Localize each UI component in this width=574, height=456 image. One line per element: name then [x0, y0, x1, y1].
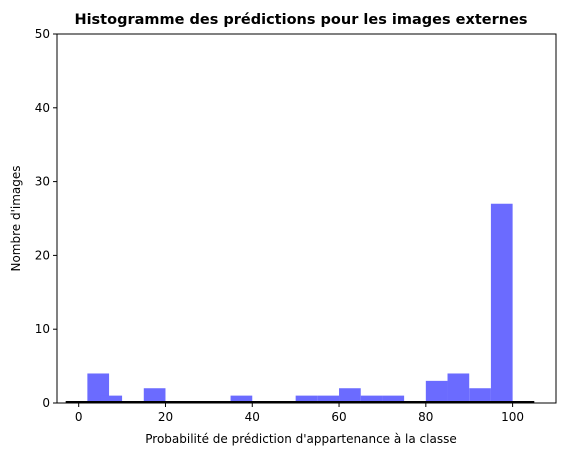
histogram-bar-11	[317, 395, 340, 403]
x-tick-label: 80	[418, 410, 433, 424]
histogram-bar-1	[100, 395, 123, 403]
y-tick-label: 40	[35, 101, 50, 115]
histogram-bar-14	[382, 395, 405, 403]
histogram-bar-10	[295, 395, 318, 403]
histogram-bar-12	[339, 388, 361, 403]
y-tick-label: 0	[42, 396, 50, 410]
histogram-bar-17	[447, 373, 470, 403]
y-axis-label: Nombre d'images	[9, 165, 23, 271]
histogram-bar-13	[360, 395, 383, 403]
y-tick-label: 30	[35, 175, 50, 189]
plot-area-frame	[56, 33, 557, 404]
y-tick-label: 10	[35, 322, 50, 336]
x-tick-label: 40	[245, 410, 260, 424]
histogram-bar-3	[143, 388, 166, 403]
x-tick-label: 20	[158, 410, 173, 424]
histogram-bar-19	[490, 203, 513, 403]
x-tick-label: 100	[501, 410, 524, 424]
x-tick-label: 60	[331, 410, 346, 424]
histogram-bar-7	[230, 395, 253, 403]
y-axis-ticks: 0 10 20 30 40 50	[35, 27, 57, 410]
y-tick-label: 50	[35, 27, 50, 41]
x-axis-label: Probabilité de prédiction d'appartenance…	[145, 432, 456, 446]
y-tick-label: 20	[35, 248, 50, 262]
x-tick-label: 0	[75, 410, 83, 424]
chart-title: Histogramme des prédictions pour les ima…	[74, 12, 527, 28]
x-axis-ticks: 0 20 40 60 80 100	[75, 403, 524, 424]
bars-layer	[87, 203, 513, 403]
histogram-bar-18	[469, 388, 491, 403]
histogram-bar-16	[425, 380, 448, 403]
